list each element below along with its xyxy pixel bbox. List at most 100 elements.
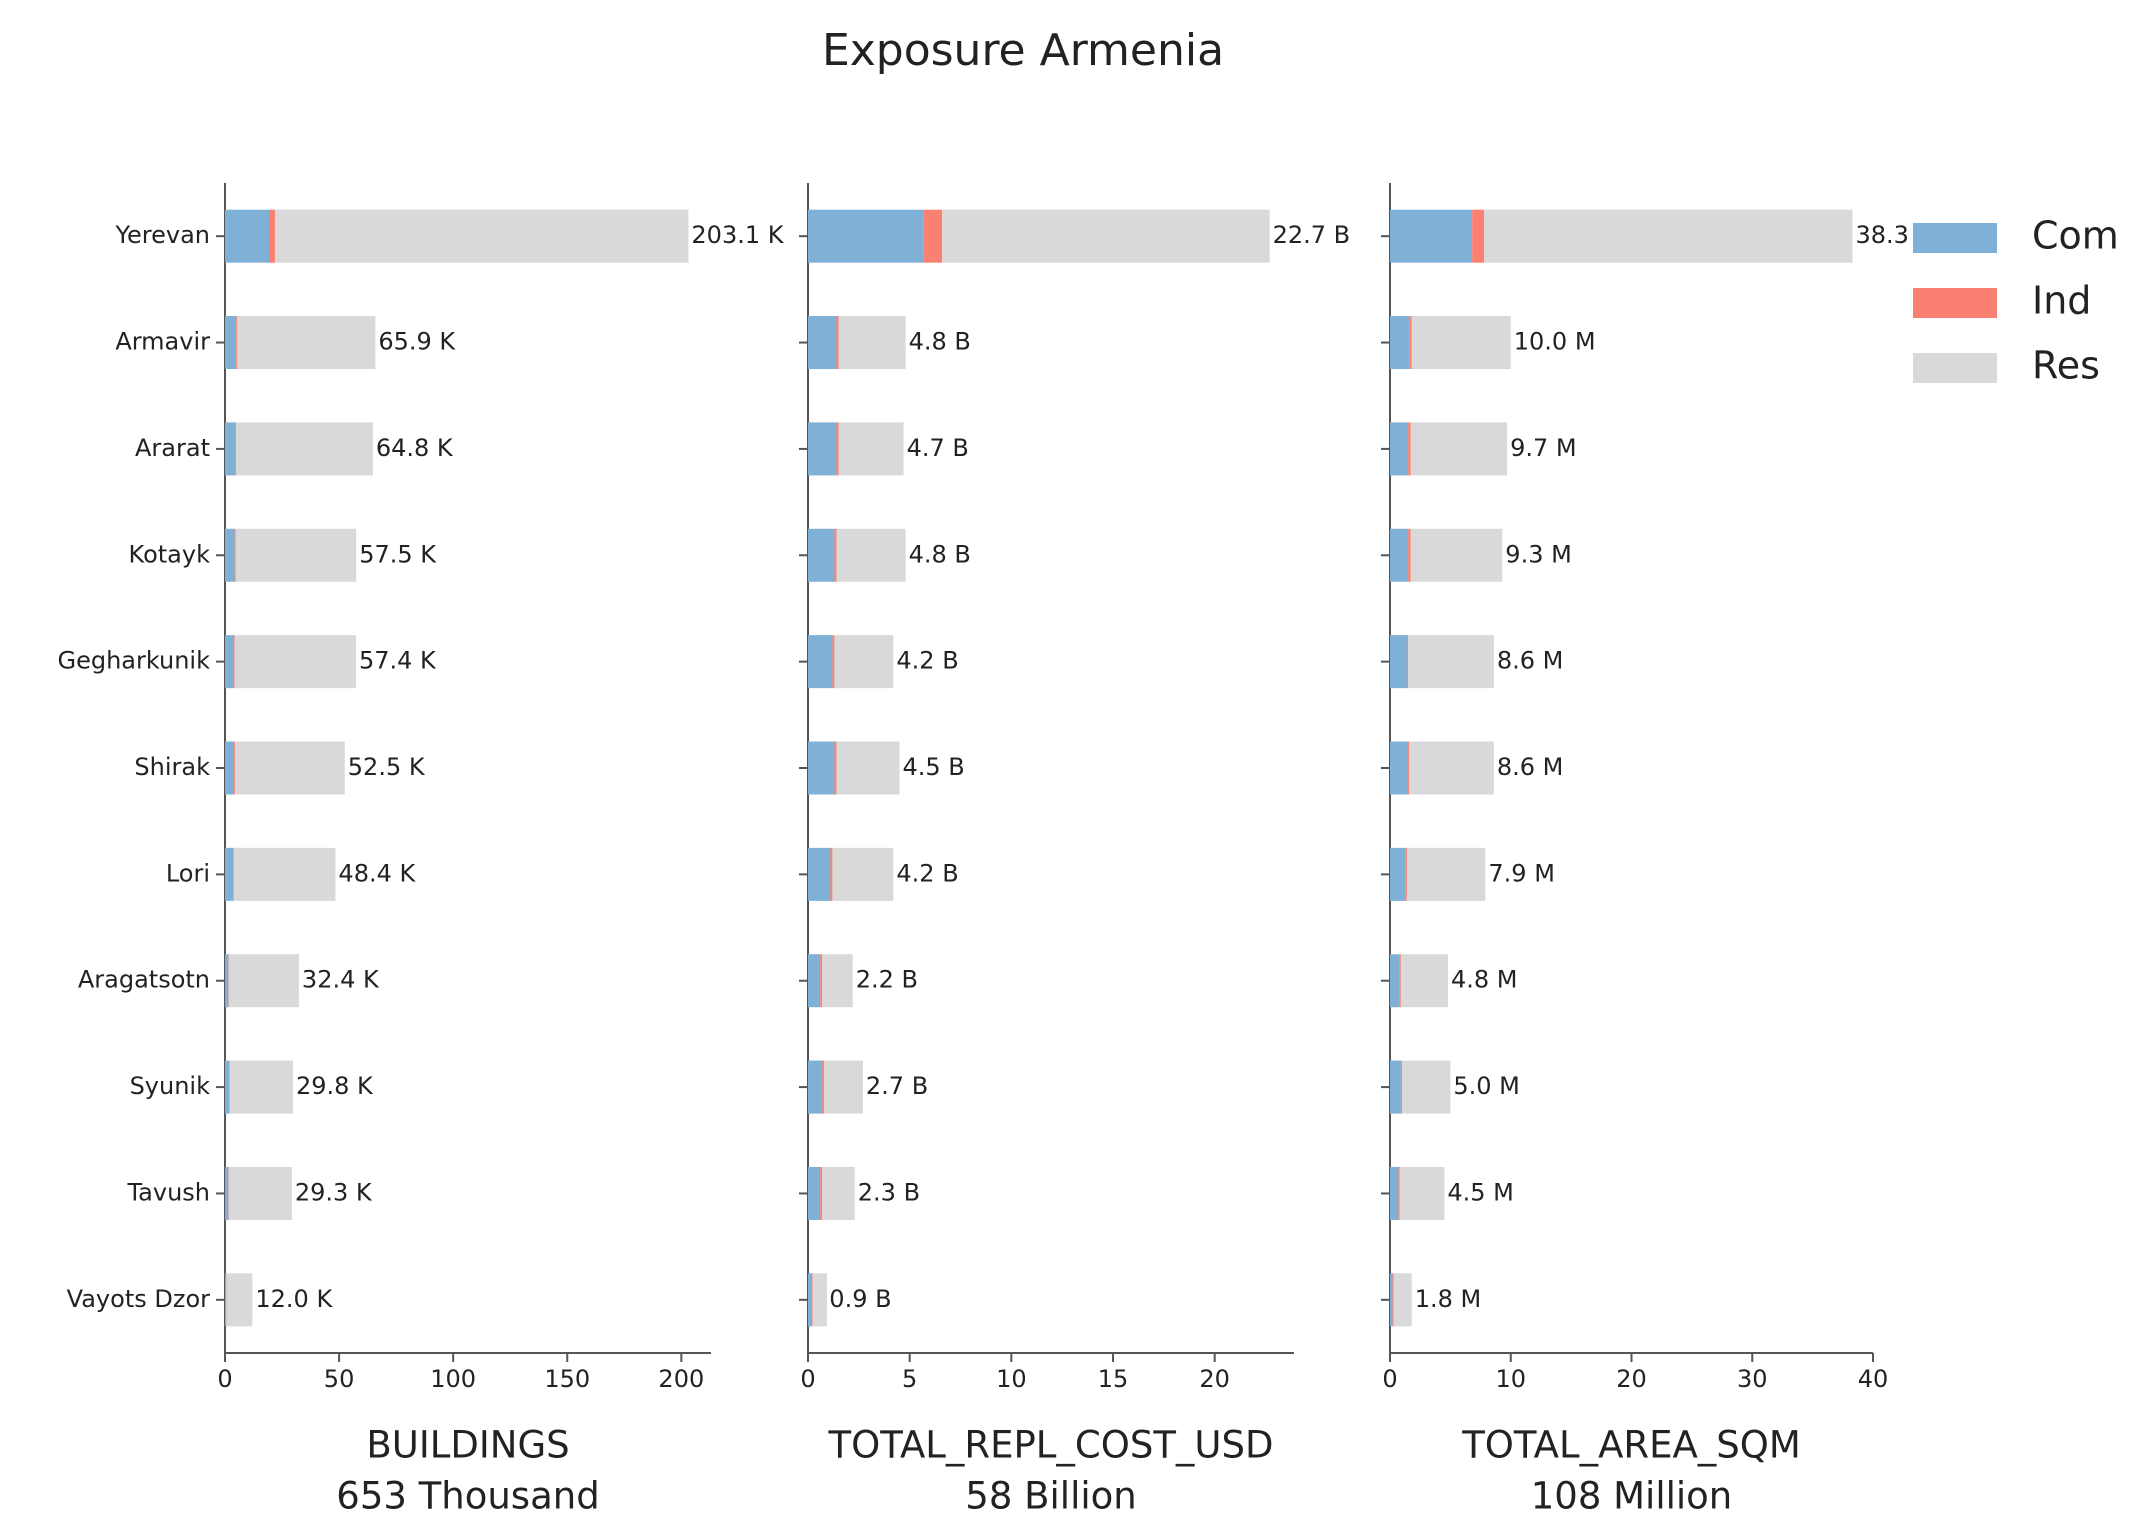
legend-swatch <box>1913 353 1997 383</box>
bar-segment <box>836 316 839 370</box>
bar-segment <box>1484 209 1853 263</box>
bar-segment <box>808 847 831 901</box>
value-label: 4.8 B <box>909 328 971 356</box>
bar-segment <box>808 209 924 263</box>
bar-segment <box>235 741 345 795</box>
bar-segment <box>1390 316 1410 370</box>
value-label: 52.5 K <box>348 753 426 781</box>
value-label: 7.9 M <box>1488 859 1555 887</box>
value-label: 9.7 M <box>1510 434 1577 462</box>
bar-segment <box>820 1166 823 1220</box>
bar-segment <box>1399 1166 1445 1220</box>
value-label: 2.7 B <box>866 1072 928 1100</box>
bar-segment <box>234 635 356 689</box>
x-tick-label: 100 <box>430 1365 476 1393</box>
bar-segment <box>225 635 235 689</box>
bar-segment <box>1408 528 1411 582</box>
bar-segment <box>225 741 235 795</box>
bar-segment <box>822 954 853 1008</box>
value-label: 10.0 M <box>1514 328 1596 356</box>
bar-segment <box>942 209 1270 263</box>
value-label: 48.4 K <box>338 859 416 887</box>
x-axis-label: TOTAL_REPL_COST_USD <box>828 1424 1274 1467</box>
bar-segment <box>1410 422 1508 476</box>
bar-segment <box>812 1273 827 1327</box>
bar-segment <box>1390 1060 1401 1114</box>
bar-segment <box>1400 1060 1403 1114</box>
bar-segment <box>808 1060 823 1114</box>
bar-segment <box>235 528 357 582</box>
bar-segment <box>808 316 837 370</box>
bar-segment <box>1390 422 1409 476</box>
bar-segment <box>830 847 833 901</box>
value-label: 4.7 B <box>907 434 969 462</box>
bar-segment <box>808 528 835 582</box>
bar-segment <box>234 635 235 689</box>
bar-segment <box>1390 741 1409 795</box>
bar-segment <box>1402 1060 1451 1114</box>
value-label: 65.9 K <box>378 328 456 356</box>
bar-segment <box>822 1060 825 1114</box>
legend-swatch <box>1913 288 1997 318</box>
y-tick-label: Gegharkunik <box>57 647 210 675</box>
bar-segment <box>236 316 238 370</box>
bar-segment <box>228 1166 292 1220</box>
bar-segment <box>225 1060 230 1114</box>
bar-segment <box>225 528 235 582</box>
bar-segment <box>822 1166 855 1220</box>
bar-segment <box>808 422 837 476</box>
value-label: 8.6 M <box>1497 647 1564 675</box>
y-tick-label: Aragatsotn <box>78 966 210 994</box>
bar-segment <box>812 1273 813 1327</box>
bar-segment <box>234 741 236 795</box>
x-axis-label: TOTAL_AREA_SQM <box>1461 1424 1801 1467</box>
x-tick-label: 10 <box>1495 1365 1526 1393</box>
value-label: 0.9 B <box>829 1285 891 1313</box>
bar-segment <box>1390 635 1407 689</box>
x-tick-label: 40 <box>1858 1365 1889 1393</box>
x-tick-label: 20 <box>1199 1365 1230 1393</box>
chart-title: Exposure Armenia <box>822 25 1224 76</box>
bar-segment <box>1406 847 1486 901</box>
bar-segment <box>1411 316 1511 370</box>
bar-segment <box>836 528 906 582</box>
value-label: 8.6 M <box>1497 753 1564 781</box>
bar-segment <box>808 1273 813 1327</box>
bar-segment <box>1392 1273 1394 1327</box>
y-tick-label: Syunik <box>130 1072 211 1100</box>
value-label: 4.8 B <box>909 540 971 568</box>
bar-segment <box>225 316 237 370</box>
bar-segment <box>1390 847 1406 901</box>
value-label: 1.8 M <box>1415 1285 1482 1313</box>
legend-swatch <box>1913 223 1997 253</box>
bar-segment <box>225 847 234 901</box>
bar-segment <box>225 1166 229 1220</box>
x-axis-sublabel: 58 Billion <box>965 1475 1136 1518</box>
x-tick-label: 0 <box>217 1365 232 1393</box>
bar-segment <box>229 1060 230 1114</box>
bar-segment <box>808 1166 821 1220</box>
bar-segment <box>235 422 237 476</box>
bar-segment <box>836 422 839 476</box>
value-label: 2.3 B <box>858 1178 920 1206</box>
bar-segment <box>233 847 234 901</box>
bar-segment <box>808 741 835 795</box>
bar-segment <box>834 635 894 689</box>
x-axis-sublabel: 653 Thousand <box>336 1475 599 1518</box>
x-tick-label: 5 <box>902 1365 917 1393</box>
x-tick-label: 10 <box>996 1365 1027 1393</box>
bar-segment <box>838 316 906 370</box>
value-label: 4.2 B <box>896 859 958 887</box>
value-label: 5.0 M <box>1453 1072 1520 1100</box>
legend-label: Res <box>2032 344 2100 388</box>
value-label: 12.0 K <box>255 1285 333 1313</box>
bar-segment <box>824 1060 863 1114</box>
value-label: 22.7 B <box>1273 221 1351 249</box>
y-tick-label: Lori <box>166 859 210 887</box>
bar-segment <box>808 954 821 1008</box>
value-label: 4.5 M <box>1447 1178 1514 1206</box>
bar-segment <box>234 528 236 582</box>
x-tick-label: 200 <box>658 1365 704 1393</box>
x-tick-label: 15 <box>1098 1365 1129 1393</box>
bar-segment <box>1390 209 1473 263</box>
